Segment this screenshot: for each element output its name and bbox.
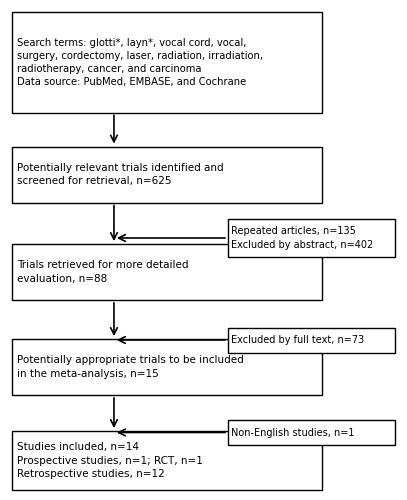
Text: Trials retrieved for more detailed
evaluation, n=88: Trials retrieved for more detailed evalu… [17, 260, 188, 283]
Text: Excluded by full text, n=73: Excluded by full text, n=73 [231, 335, 364, 345]
FancyBboxPatch shape [12, 339, 322, 395]
FancyBboxPatch shape [228, 328, 395, 352]
FancyBboxPatch shape [228, 420, 395, 445]
FancyBboxPatch shape [12, 244, 322, 300]
Text: Potentially appropriate trials to be included
in the meta-analysis, n=15: Potentially appropriate trials to be inc… [17, 356, 244, 378]
FancyBboxPatch shape [12, 146, 322, 203]
Text: Non-English studies, n=1: Non-English studies, n=1 [231, 428, 354, 438]
Text: Search terms: glotti*, layn*, vocal cord, vocal,
surgery, cordectomy, laser, rad: Search terms: glotti*, layn*, vocal cord… [17, 38, 263, 88]
Text: Potentially relevant trials identified and
screened for retrieval, n=625: Potentially relevant trials identified a… [17, 163, 224, 186]
FancyBboxPatch shape [12, 12, 322, 112]
FancyBboxPatch shape [228, 219, 395, 257]
Text: Repeated articles, n=135
Excluded by abstract, n=402: Repeated articles, n=135 Excluded by abs… [231, 226, 374, 250]
FancyBboxPatch shape [12, 431, 322, 490]
Text: Studies included, n=14
Prospective studies, n=1; RCT, n=1
Retrospective studies,: Studies included, n=14 Prospective studi… [17, 442, 203, 478]
